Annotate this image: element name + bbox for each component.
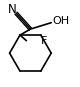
- Text: N: N: [8, 3, 17, 16]
- Text: F: F: [41, 36, 48, 46]
- Text: OH: OH: [52, 16, 70, 26]
